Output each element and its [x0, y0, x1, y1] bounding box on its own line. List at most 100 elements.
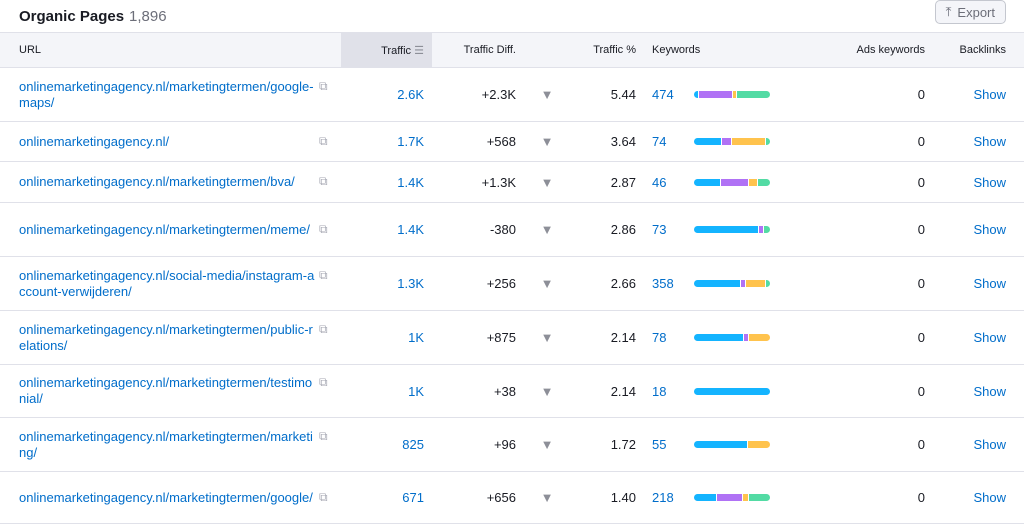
organic-pages-table: URL Traffic ☰ Traffic Diff. Traffic % Ke…	[0, 32, 1024, 524]
table-row: onlinemarketingagency.nl/marketingtermen…	[0, 310, 1024, 365]
ads-keywords: 0	[783, 471, 933, 524]
ads-keywords: 0	[783, 310, 933, 365]
traffic-value[interactable]: 825	[402, 437, 424, 452]
filter-icon[interactable]: ▼	[524, 417, 570, 472]
backlinks-show-link[interactable]: Show	[973, 134, 1006, 149]
bar-segment-purple	[722, 138, 732, 145]
table-row: onlinemarketingagency.nl/marketingtermen…	[0, 364, 1024, 418]
filter-icon[interactable]: ▼	[524, 161, 570, 203]
external-link-icon[interactable]: ⧉	[319, 267, 328, 282]
backlinks-show-link[interactable]: Show	[973, 437, 1006, 452]
bar-segment-yellow	[742, 494, 748, 501]
traffic-value[interactable]: 1.4K	[397, 222, 424, 237]
col-keywords[interactable]: Keywords	[652, 44, 701, 56]
bar-segment-blue	[694, 91, 698, 98]
keyword-distribution-bar	[694, 226, 770, 233]
table-header: URL Traffic ☰ Traffic Diff. Traffic % Ke…	[0, 32, 1024, 68]
url-link[interactable]: onlinemarketingagency.nl/marketingtermen…	[19, 321, 313, 353]
url-link[interactable]: onlinemarketingagency.nl/marketingtermen…	[19, 174, 295, 189]
backlinks-show-link[interactable]: Show	[973, 222, 1006, 237]
url-link[interactable]: onlinemarketingagency.nl/	[19, 133, 170, 149]
url-link[interactable]: onlinemarketingagency.nl/marketingtermen…	[19, 78, 314, 110]
keywords-value[interactable]: 73	[652, 222, 667, 237]
filter-icon[interactable]: ▼	[524, 67, 570, 122]
bar-segment-blue	[694, 226, 759, 233]
filter-icon[interactable]: ▼	[524, 364, 570, 418]
filter-icon[interactable]: ▼	[524, 471, 570, 524]
backlinks-show-link[interactable]: Show	[973, 330, 1006, 345]
keywords-value[interactable]: 218	[652, 490, 674, 505]
keywords-value[interactable]: 474	[652, 87, 674, 102]
export-button[interactable]: ⤒ Export	[934, 0, 1006, 24]
keywords-value[interactable]: 18	[652, 383, 667, 399]
bar-segment-blue	[694, 441, 747, 448]
filter-icon[interactable]: ▼	[524, 256, 570, 311]
col-url[interactable]: URL	[19, 44, 42, 56]
bar-segment-purple	[740, 280, 746, 287]
keywords-value[interactable]: 78	[652, 330, 667, 345]
external-link-icon[interactable]: ⧉	[319, 221, 328, 236]
backlinks-show-link[interactable]: Show	[973, 174, 1006, 190]
table-row: onlinemarketingagency.nl/marketingtermen…	[0, 161, 1024, 203]
bar-segment-yellow	[749, 178, 757, 186]
external-link-icon[interactable]: ⧉	[319, 133, 328, 148]
external-link-icon[interactable]: ⧉	[319, 174, 328, 188]
traffic-value[interactable]: 1.4K	[397, 174, 424, 190]
bar-segment-yellow	[732, 91, 737, 98]
traffic-pct: 2.14	[570, 364, 644, 418]
filter-icon[interactable]: ▼	[524, 121, 570, 162]
traffic-diff: +256	[432, 256, 524, 311]
url-link[interactable]: onlinemarketingagency.nl/marketingtermen…	[19, 489, 313, 505]
upload-icon: ⤒	[945, 4, 952, 19]
col-traffic[interactable]: Traffic ☰	[341, 32, 432, 68]
backlinks-show-link[interactable]: Show	[973, 383, 1006, 399]
traffic-pct: 1.72	[570, 417, 644, 472]
col-traffic-pct[interactable]: Traffic %	[593, 44, 636, 56]
backlinks-show-link[interactable]: Show	[973, 87, 1006, 102]
bar-segment-yellow	[749, 334, 770, 341]
backlinks-show-link[interactable]: Show	[973, 490, 1006, 505]
traffic-value[interactable]: 1K	[408, 383, 424, 399]
filter-icon[interactable]: ▼	[524, 202, 570, 257]
keyword-distribution-bar	[694, 91, 770, 98]
bar-segment-blue	[694, 494, 716, 501]
external-link-icon[interactable]: ⧉	[319, 78, 328, 93]
backlinks-show-link[interactable]: Show	[973, 276, 1006, 291]
external-link-icon[interactable]: ⧉	[319, 375, 328, 389]
url-link[interactable]: onlinemarketingagency.nl/social-media/in…	[19, 267, 315, 299]
keywords-value[interactable]: 74	[652, 134, 667, 149]
traffic-pct: 3.64	[570, 121, 644, 162]
col-ads-keywords[interactable]: Ads keywords	[856, 44, 925, 56]
bar-segment-blue	[694, 280, 740, 287]
url-link[interactable]: onlinemarketingagency.nl/marketingtermen…	[19, 428, 313, 460]
table-row: onlinemarketingagency.nl/ ⧉ 1.7K +568 ▼ 3…	[0, 121, 1024, 162]
bar-segment-green	[748, 494, 770, 501]
traffic-value[interactable]: 2.6K	[397, 87, 424, 102]
traffic-pct: 2.14	[570, 310, 644, 365]
external-link-icon[interactable]: ⧉	[319, 489, 328, 504]
bar-segment-purple	[743, 334, 749, 341]
traffic-value[interactable]: 1.3K	[397, 276, 424, 291]
external-link-icon[interactable]: ⧉	[319, 321, 328, 336]
filter-icon[interactable]: ▼	[524, 310, 570, 365]
url-link[interactable]: onlinemarketingagency.nl/marketingtermen…	[19, 221, 310, 237]
table-row: onlinemarketingagency.nl/marketingtermen…	[0, 202, 1024, 257]
bar-segment-purple	[698, 91, 732, 98]
traffic-value[interactable]: 1.7K	[397, 134, 424, 149]
traffic-value[interactable]: 671	[402, 490, 424, 505]
traffic-diff: +2.3K	[432, 67, 524, 122]
page-title: Organic Pages	[19, 7, 125, 25]
col-traffic-diff[interactable]: Traffic Diff.	[463, 44, 516, 56]
keywords-value[interactable]: 358	[652, 276, 674, 291]
external-link-icon[interactable]: ⧉	[319, 428, 328, 443]
keywords-value[interactable]: 46	[652, 174, 667, 190]
traffic-pct: 2.86	[570, 202, 644, 257]
keyword-distribution-bar	[694, 441, 770, 448]
traffic-value[interactable]: 1K	[408, 330, 424, 345]
ads-keywords: 0	[783, 121, 933, 162]
keywords-value[interactable]: 55	[652, 437, 667, 452]
url-link[interactable]: onlinemarketingagency.nl/marketingtermen…	[19, 375, 313, 406]
keyword-distribution-bar	[694, 387, 770, 395]
keyword-distribution-bar	[694, 494, 770, 501]
col-backlinks[interactable]: Backlinks	[959, 44, 1006, 56]
